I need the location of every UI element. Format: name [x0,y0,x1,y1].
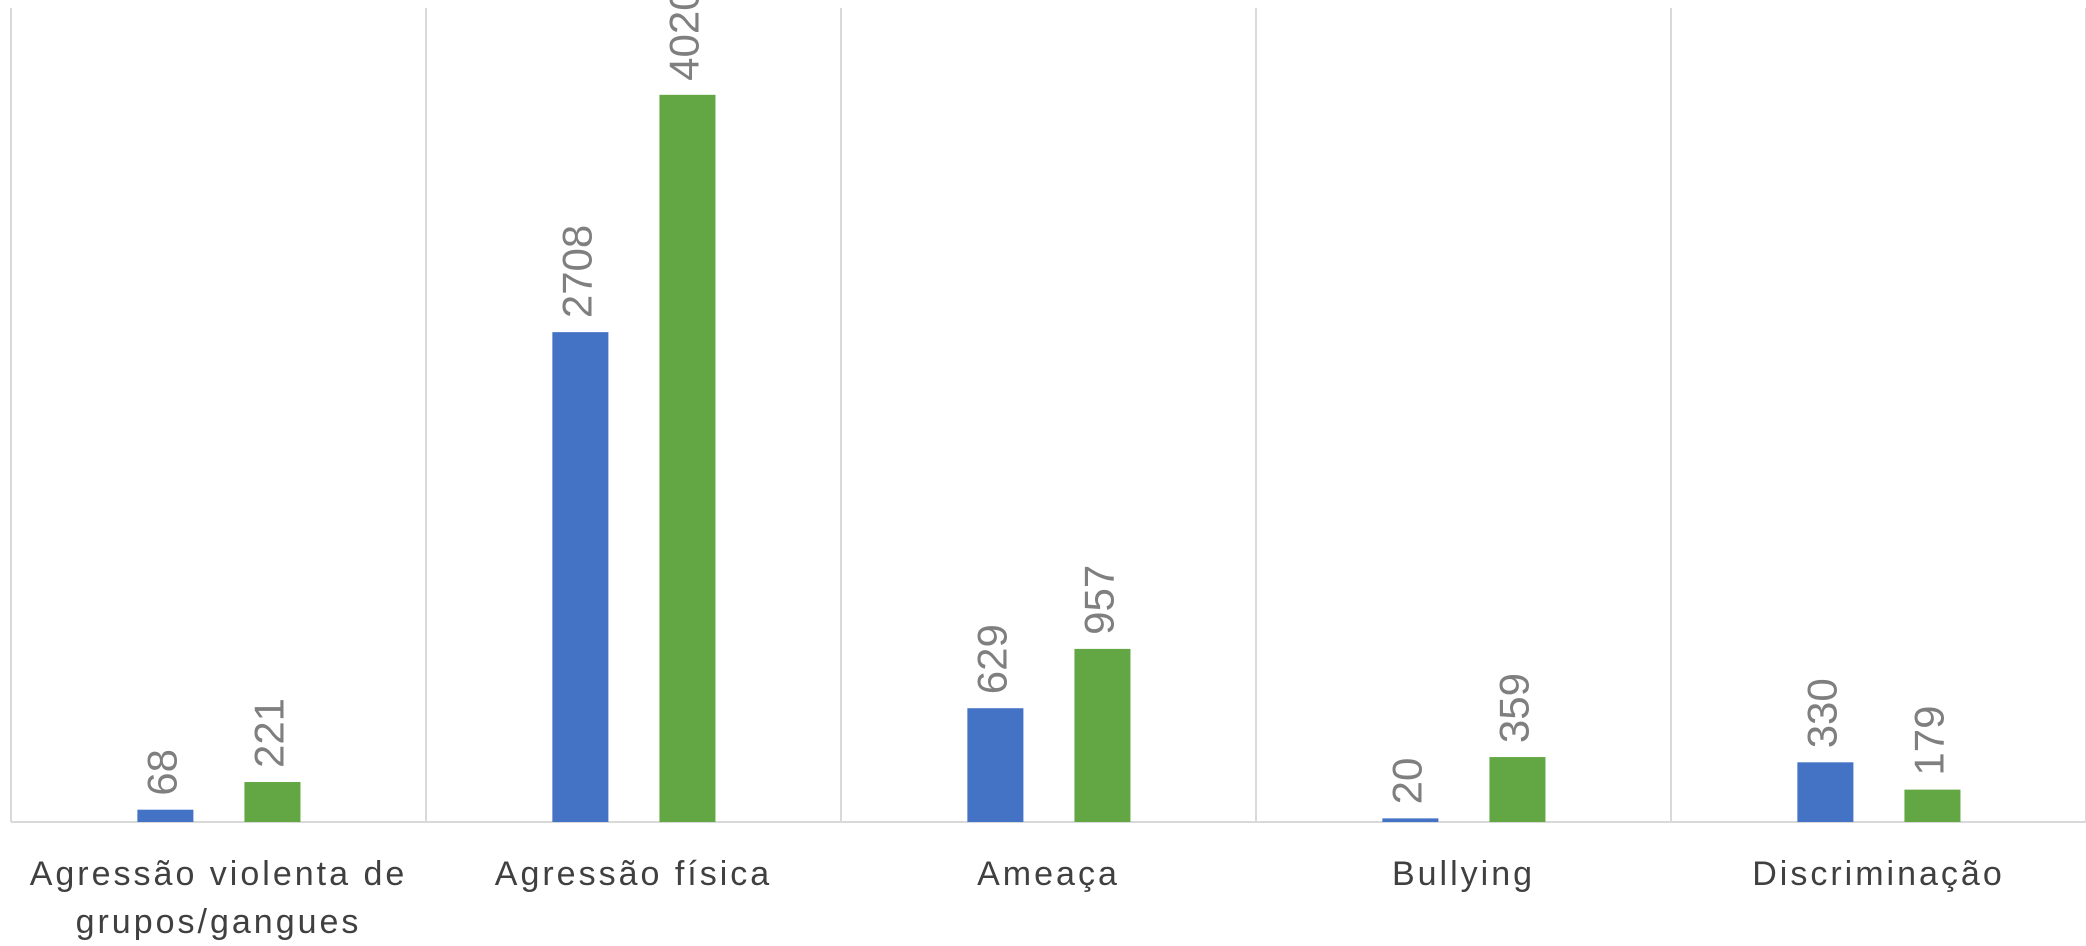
bar [244,782,301,822]
data-label: 359 [1491,673,1538,743]
bar [1797,762,1854,822]
x-tick-label: Bullying [1391,855,1536,893]
x-tick-label: Ameaça [977,855,1120,893]
data-label: 68 [138,749,185,796]
x-tick-label: Agressão violenta de grupos/gangues [29,855,408,941]
x-tick-label: Agressão física [494,855,773,893]
bar [1904,789,1961,822]
data-label: 2708 [553,225,600,318]
data-label: 221 [246,698,293,768]
data-label: 629 [968,624,1015,694]
bar [552,332,609,822]
data-label: 179 [1906,706,1953,776]
bar [137,809,194,822]
data-label: 957 [1076,565,1123,635]
data-label: 330 [1798,678,1845,748]
data-label: 20 [1383,758,1430,805]
bar [1382,818,1439,822]
bar [1489,757,1546,822]
bar [659,94,716,823]
bar [1074,648,1131,822]
bar [967,708,1024,822]
x-tick-label: Discriminação [1752,855,2005,893]
data-label: 4020 [661,0,708,81]
